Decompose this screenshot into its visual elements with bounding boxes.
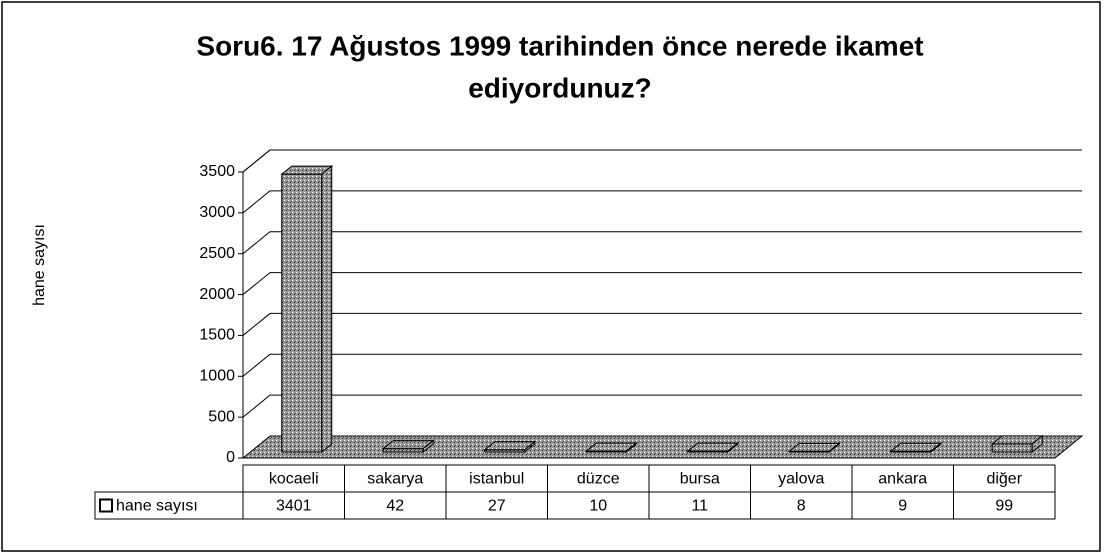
table-value: 99 (995, 498, 1013, 515)
bar (584, 442, 638, 454)
table-value: 10 (589, 498, 607, 515)
y-tick-label: 2500 (199, 245, 235, 262)
x-tick-label: ankara (878, 471, 927, 488)
bar (990, 434, 1044, 454)
bar-side (930, 442, 942, 454)
x-tick-label: diğer (986, 471, 1022, 488)
table-value: 27 (488, 498, 506, 515)
y-tick-label: 1500 (199, 327, 235, 344)
y-tick-label: 0 (226, 449, 235, 466)
bar-side (625, 442, 637, 454)
table-value: 3401 (276, 498, 312, 515)
table-value: 11 (691, 498, 708, 515)
grid-line (242, 272, 1082, 295)
y-tick-label: 1000 (199, 368, 235, 385)
bar-front (991, 443, 1033, 453)
y-tick-label: 3500 (199, 163, 235, 180)
bar-side (828, 442, 840, 454)
bar (686, 442, 740, 454)
legend-key (99, 498, 113, 513)
y-tick-label: 3000 (199, 204, 235, 221)
x-tick-label: istanbul (469, 471, 524, 488)
bar-side (321, 165, 333, 454)
bar (381, 439, 435, 454)
x-tick-label: düzce (577, 471, 620, 488)
grid-line (242, 353, 1082, 377)
bar-side (422, 439, 434, 454)
bar-side (727, 442, 739, 454)
bar (889, 442, 943, 454)
x-tick-label: yalova (778, 471, 824, 488)
table-value: 9 (898, 498, 907, 515)
bar (787, 442, 841, 454)
grid-line (242, 190, 1082, 214)
bar (280, 165, 334, 454)
grid-line (242, 312, 1082, 336)
bar-side (1031, 434, 1043, 454)
bar-front (281, 173, 323, 453)
table-value: 42 (386, 498, 404, 515)
chart-title: Soru6. 17 Ağustos 1999 tarihinden önce n… (196, 30, 923, 61)
chart-title: ediyordunuz? (468, 72, 652, 103)
y-tick-label: 500 (208, 408, 235, 425)
y-axis-label: hane sayısı (31, 224, 48, 306)
x-tick-label: sakarya (367, 471, 423, 488)
y-tick-label: 2000 (199, 286, 235, 303)
x-tick-label: bursa (680, 471, 720, 488)
grid-line (242, 231, 1082, 255)
grid-line (242, 149, 1082, 173)
x-tick-label: kocaeli (269, 471, 319, 488)
grid-line (242, 394, 1082, 418)
bar-side (524, 440, 536, 454)
bar-front (382, 448, 424, 453)
bar (483, 440, 537, 454)
table-value: 8 (797, 498, 806, 515)
legend-label: hane sayısı (116, 498, 198, 515)
floor (241, 435, 1084, 459)
